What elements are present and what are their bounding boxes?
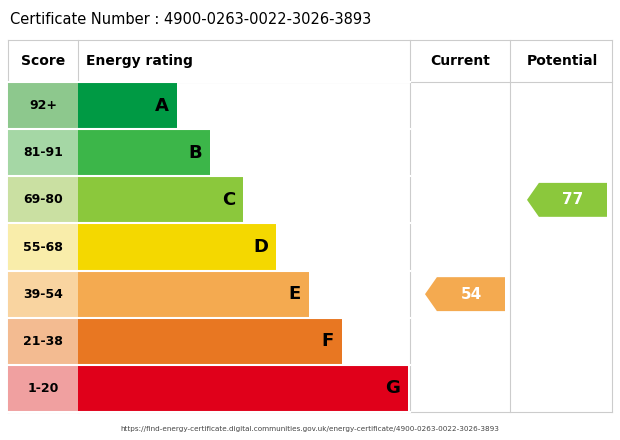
Text: https://find-energy-certificate.digital.communities.gov.uk/energy-certificate/49: https://find-energy-certificate.digital.… [120,426,500,432]
Text: 81-91: 81-91 [23,146,63,159]
Text: Certificate Number : 4900-0263-0022-3026-3893: Certificate Number : 4900-0263-0022-3026… [10,12,371,27]
Text: B: B [188,144,202,162]
Bar [78,224,276,271]
Text: C: C [222,191,235,209]
Text: 92+: 92+ [29,99,57,112]
Bar [8,271,78,318]
Text: 55-68: 55-68 [23,241,63,253]
Text: 1-20: 1-20 [27,382,59,395]
Text: E: E [289,285,301,303]
Bar [8,129,78,176]
Text: Energy rating: Energy rating [86,54,193,68]
Text: F: F [322,332,334,350]
Polygon shape [425,277,505,311]
Text: D: D [253,238,268,256]
Bar [8,224,78,271]
Text: 39-54: 39-54 [23,288,63,301]
Bar [8,365,78,412]
Bar [78,82,177,129]
Text: 21-38: 21-38 [23,335,63,348]
Text: 69-80: 69-80 [23,193,63,206]
Text: Score: Score [21,54,65,68]
Bar [8,82,78,129]
Text: Current: Current [430,54,490,68]
Text: 77: 77 [562,192,583,207]
Bar [8,318,78,365]
Bar [78,271,309,318]
Text: 54: 54 [460,286,482,302]
Bar [78,176,243,224]
Text: A: A [155,96,169,114]
Bar [78,365,408,412]
Text: Potential: Potential [526,54,598,68]
Bar [78,318,342,365]
Text: G: G [385,379,400,397]
Polygon shape [527,183,607,217]
Bar [78,129,210,176]
Bar [8,176,78,224]
